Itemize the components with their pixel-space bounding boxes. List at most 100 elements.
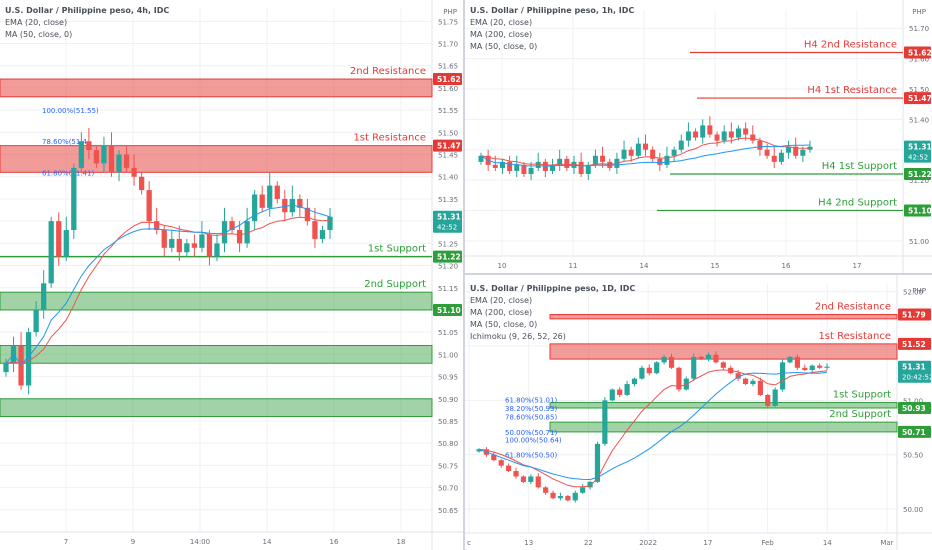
candle — [602, 400, 608, 444]
chart-1d-title: U.S. Dollar / Philippine peso, 1D, IDC — [470, 284, 636, 293]
candle — [809, 365, 815, 370]
chart-1h-canvas[interactable]: PHP51.7051.6051.5051.4051.3051.2051.1051… — [465, 0, 932, 273]
price-badge-text: 51.62 — [908, 49, 932, 58]
x-tick-label: 18 — [397, 538, 406, 546]
countdown-text: 42:52 — [908, 154, 928, 162]
price-badge-text: 51.79 — [902, 311, 926, 320]
candle — [491, 454, 497, 461]
y-tick-label: 51.05 — [438, 329, 458, 337]
candle — [48, 221, 54, 284]
resistance-label: 1st Resistance — [818, 331, 891, 342]
y-tick-label: 51.00 — [909, 238, 929, 246]
candle — [654, 362, 660, 374]
x-tick-label: 11 — [569, 262, 578, 270]
x-tick-label: 14 — [640, 262, 649, 270]
candle — [138, 176, 145, 191]
candle — [735, 128, 741, 138]
price-axis[interactable] — [432, 0, 463, 550]
candle — [236, 230, 243, 244]
candle — [639, 367, 645, 379]
candle — [628, 149, 634, 156]
fib-level-label: 78.60%(51.4 — [42, 138, 88, 146]
candle — [824, 366, 830, 368]
candle — [199, 234, 205, 248]
candle — [221, 221, 228, 244]
y-tick-label: 51.70 — [438, 41, 458, 49]
countdown-text: 20:42:52 — [902, 374, 932, 382]
candle — [772, 389, 778, 406]
candle — [184, 243, 190, 253]
price-axis[interactable] — [903, 0, 932, 273]
candle — [800, 149, 806, 156]
candle — [514, 164, 520, 171]
currency-label: PHP — [912, 287, 926, 295]
candle — [513, 471, 519, 477]
candle — [557, 496, 564, 499]
chart-panel-1h[interactable]: PHP51.7051.6051.5051.4051.3051.2051.1051… — [465, 0, 932, 273]
price-badge-text: 51.10 — [908, 206, 932, 215]
support-zone — [0, 344, 433, 364]
x-tick-label: 7 — [64, 538, 68, 546]
candle — [693, 131, 699, 138]
y-tick-label: 51.25 — [438, 240, 458, 248]
chart-4h-canvas[interactable]: PHP51.7551.7051.6551.6051.5551.5051.4551… — [0, 0, 463, 550]
candle — [742, 378, 749, 385]
candle — [101, 145, 107, 164]
candle — [743, 128, 749, 135]
candle — [304, 207, 311, 222]
candle — [154, 221, 160, 231]
candle — [661, 356, 667, 363]
candle — [671, 149, 677, 156]
candle — [700, 125, 706, 138]
candle — [78, 141, 84, 168]
candle — [624, 384, 630, 395]
y-tick-label: 51.45 — [438, 152, 458, 160]
support-label: 2nd Support — [829, 409, 891, 420]
candle — [592, 155, 598, 165]
candle — [3, 363, 9, 373]
candle — [698, 356, 704, 360]
candle — [594, 443, 601, 482]
candle — [657, 158, 663, 165]
candle — [327, 216, 333, 231]
x-tick-label: 16 — [782, 262, 791, 270]
y-tick-label: 50.65 — [438, 507, 458, 515]
resistance-zone — [549, 314, 898, 320]
price-badge — [904, 46, 931, 59]
candle — [564, 158, 570, 168]
candle — [507, 161, 513, 171]
y-tick-label: 51.70 — [909, 25, 929, 33]
price-badge-text: 51.52 — [902, 340, 926, 349]
candle — [543, 487, 549, 493]
chart-panel-1d[interactable]: PHP52.0051.5051.0050.5050.00c1322202217F… — [465, 275, 932, 550]
y-tick-label: 51.35 — [438, 196, 458, 204]
panel-divider-vertical[interactable] — [463, 0, 465, 550]
price-badge-text: 51.31 — [902, 363, 926, 372]
candle — [108, 145, 115, 173]
chart-1d-legend: U.S. Dollar / Philippine peso, 1D, IDC E… — [470, 283, 635, 343]
candle — [93, 150, 100, 164]
resistance-zone — [0, 78, 433, 98]
chart-1d-canvas[interactable]: PHP52.0051.5051.0050.5050.00c1322202217F… — [465, 275, 932, 550]
price-badge-text: 51.22 — [908, 170, 932, 179]
panel-divider-horizontal[interactable] — [465, 273, 932, 275]
candle — [259, 194, 265, 208]
y-tick-label: 51.65 — [438, 63, 458, 71]
chart-4h-legend: U.S. Dollar / Philippine peso, 4h, IDC E… — [5, 5, 169, 41]
candle — [580, 487, 586, 493]
chart-panel-4h[interactable]: PHP 51.75 51.70 51.65 51.60 51.55 51.50 51.45 51… — [0, 0, 463, 550]
y-tick-label: 51.50 — [909, 86, 929, 94]
candle — [713, 354, 719, 363]
candle — [274, 185, 280, 199]
ma-line — [480, 144, 811, 167]
candle — [297, 198, 303, 208]
candle — [229, 221, 235, 231]
x-tick-label: 15 — [711, 262, 720, 270]
y-tick-label: 51.40 — [909, 116, 929, 124]
x-tick-label: Feb — [761, 539, 774, 547]
indicator-ema-label: EMA (20, close) — [470, 296, 533, 305]
price-badge-text: 50.71 — [902, 428, 926, 437]
y-tick-label: 51.75 — [438, 18, 458, 26]
indicator-ichimoku-label: Ichimoku (9, 26, 52, 26) — [470, 332, 566, 341]
price-badge — [433, 139, 462, 152]
